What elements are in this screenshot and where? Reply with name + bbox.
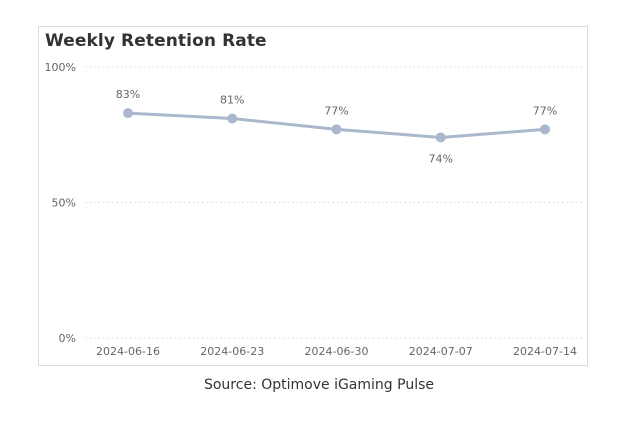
data-point [331,124,342,135]
data-label: 83% [116,88,140,101]
chart-card: Weekly Retention Rate 0% 50% 100% 2024-06-1… [38,26,588,366]
y-tick-label: 50% [52,197,76,210]
data-point [435,132,446,143]
x-tick-label: 2024-06-23 [200,345,264,358]
x-tick-label: 2024-07-14 [513,345,577,358]
data-label: 77% [324,104,348,117]
chart-title: Weekly Retention Rate [45,31,267,51]
data-label: 77% [533,104,557,117]
data-label: 74% [429,152,453,165]
x-tick-label: 2024-07-07 [409,345,473,358]
data-point [540,124,550,135]
data-label: 81% [220,93,244,106]
y-tick-label: 0% [59,332,76,345]
x-tick-label: 2024-06-16 [96,345,160,358]
y-tick-label: 100% [45,61,76,74]
line-chart: 0% 50% 100% 2024-06-16 2024-06-23 2024-06-30 2… [45,61,583,358]
data-point [227,113,238,124]
data-point [123,108,133,119]
x-tick-label: 2024-06-30 [305,345,369,358]
source-caption: Source: Optimove iGaming Pulse [203,377,434,393]
